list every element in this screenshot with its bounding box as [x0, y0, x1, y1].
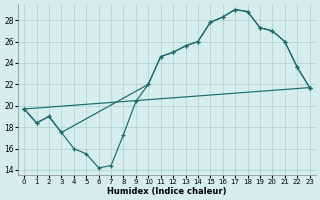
X-axis label: Humidex (Indice chaleur): Humidex (Indice chaleur) [107, 187, 227, 196]
